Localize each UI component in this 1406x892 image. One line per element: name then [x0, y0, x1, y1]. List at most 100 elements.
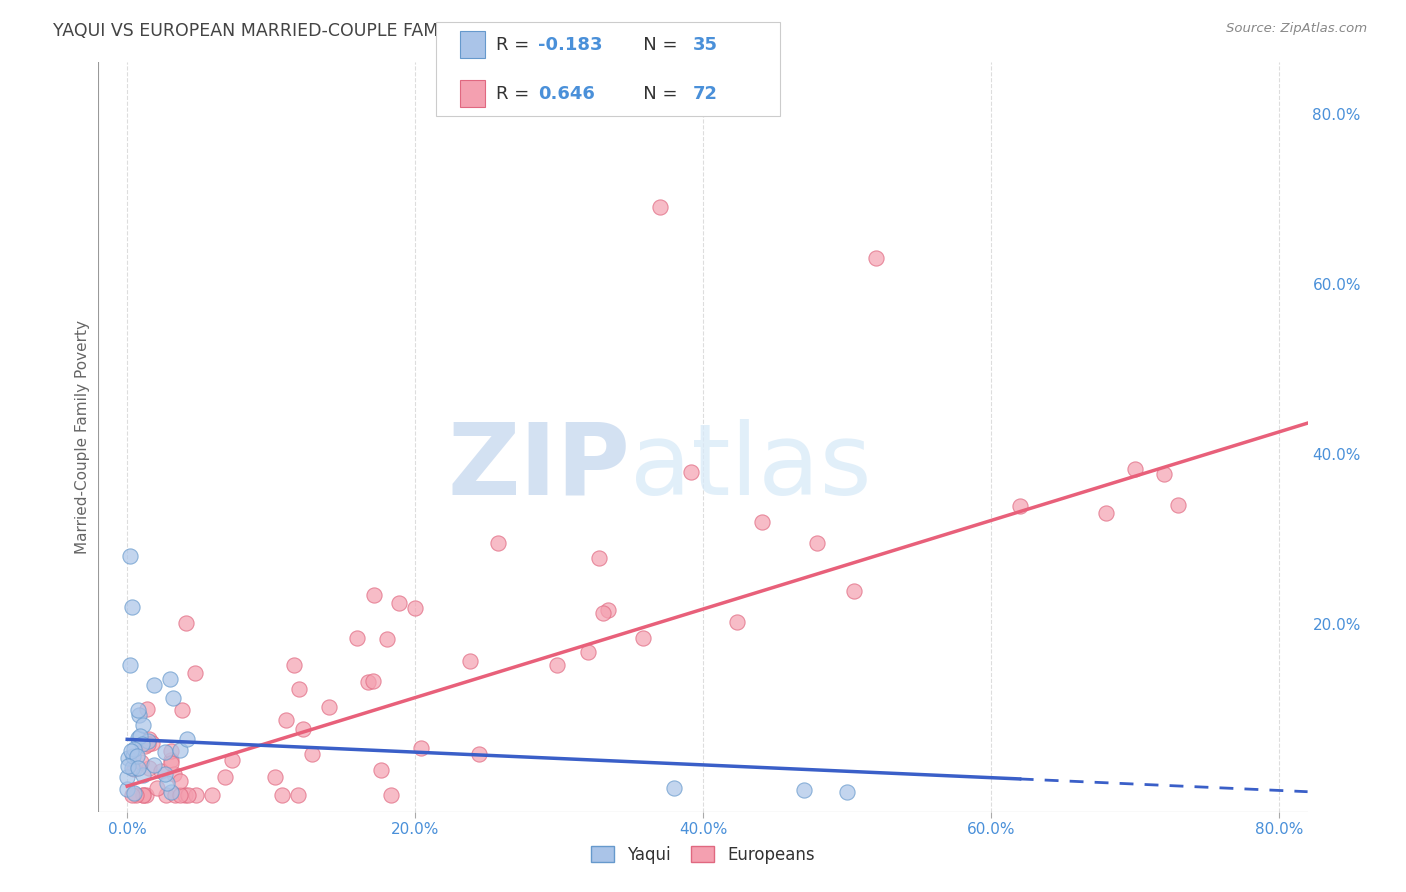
Point: [468, 747, 491, 762]
Text: atlas: atlas: [630, 418, 872, 516]
Point: [120, 549, 142, 564]
Point: [153, 745, 176, 759]
Point: [292, 722, 315, 736]
Point: [122, 786, 145, 800]
Point: [184, 788, 207, 802]
Point: [361, 673, 384, 688]
Point: [124, 762, 146, 776]
Point: [176, 732, 198, 747]
Point: [128, 708, 150, 723]
Point: [135, 788, 157, 802]
Point: [160, 756, 183, 770]
Point: [380, 788, 402, 802]
Point: [835, 785, 858, 799]
Point: [117, 781, 139, 796]
Point: [159, 753, 181, 767]
Point: [132, 767, 155, 781]
Point: [844, 583, 866, 598]
Point: [156, 776, 179, 790]
Point: [806, 536, 828, 550]
Point: [201, 788, 224, 802]
Point: [174, 788, 197, 802]
Point: [117, 751, 139, 765]
Point: [318, 700, 340, 714]
Point: [163, 767, 186, 781]
Point: [124, 788, 146, 802]
Point: [363, 588, 385, 602]
Point: [155, 788, 177, 802]
Point: [138, 731, 160, 746]
Point: [679, 465, 702, 479]
Point: [283, 658, 305, 673]
Text: N =: N =: [626, 36, 683, 54]
Point: [127, 749, 149, 764]
Point: [136, 702, 159, 716]
Point: [263, 771, 285, 785]
Point: [150, 764, 173, 778]
Point: [174, 615, 197, 630]
Point: [287, 788, 309, 802]
Point: [177, 788, 200, 802]
Point: [127, 761, 149, 775]
Point: [142, 678, 165, 692]
Point: [411, 740, 433, 755]
Text: 0.646: 0.646: [538, 85, 595, 103]
Point: [136, 737, 159, 751]
Point: [546, 658, 568, 673]
Point: [1008, 500, 1031, 514]
Point: [648, 200, 671, 214]
Point: [170, 703, 193, 717]
Point: [134, 739, 156, 753]
Point: [214, 770, 236, 784]
Point: [145, 781, 167, 796]
Point: [131, 788, 153, 802]
Legend: Yaqui, Europeans: Yaqui, Europeans: [583, 839, 823, 871]
Text: ZIP: ZIP: [447, 418, 630, 516]
Y-axis label: Married-Couple Family Poverty: Married-Couple Family Poverty: [75, 320, 90, 554]
Text: N =: N =: [626, 85, 683, 103]
Point: [588, 551, 610, 566]
Text: YAQUI VS EUROPEAN MARRIED-COUPLE FAMILY POVERTY CORRELATION CHART: YAQUI VS EUROPEAN MARRIED-COUPLE FAMILY …: [53, 22, 741, 40]
Point: [131, 737, 153, 751]
Point: [121, 761, 143, 775]
Point: [274, 714, 297, 728]
Point: [132, 788, 155, 802]
Point: [141, 736, 163, 750]
Point: [143, 757, 166, 772]
Point: [129, 755, 152, 769]
Point: [1167, 498, 1189, 512]
Point: [664, 780, 686, 795]
Text: R =: R =: [496, 85, 536, 103]
Point: [1153, 467, 1175, 481]
Point: [388, 596, 411, 610]
Point: [270, 788, 292, 802]
Point: [159, 672, 181, 686]
Point: [751, 515, 773, 529]
Point: [115, 771, 138, 785]
Point: [117, 759, 139, 773]
Point: [122, 749, 145, 764]
Point: [160, 744, 183, 758]
Point: [1123, 461, 1146, 475]
Point: [169, 774, 191, 789]
Point: [184, 665, 207, 680]
Point: [301, 747, 323, 761]
Point: [592, 607, 614, 621]
Point: [124, 742, 146, 756]
Text: Source: ZipAtlas.com: Source: ZipAtlas.com: [1226, 22, 1367, 36]
Point: [138, 761, 160, 775]
Point: [357, 675, 380, 690]
Point: [404, 600, 426, 615]
Text: R =: R =: [496, 36, 536, 54]
Point: [121, 600, 143, 615]
Point: [169, 743, 191, 757]
Point: [221, 753, 243, 767]
Point: [127, 703, 149, 717]
Point: [129, 730, 152, 744]
Point: [132, 718, 155, 732]
Point: [121, 788, 143, 802]
Point: [725, 615, 748, 629]
Point: [169, 788, 191, 802]
Point: [1095, 506, 1118, 520]
Point: [596, 602, 619, 616]
